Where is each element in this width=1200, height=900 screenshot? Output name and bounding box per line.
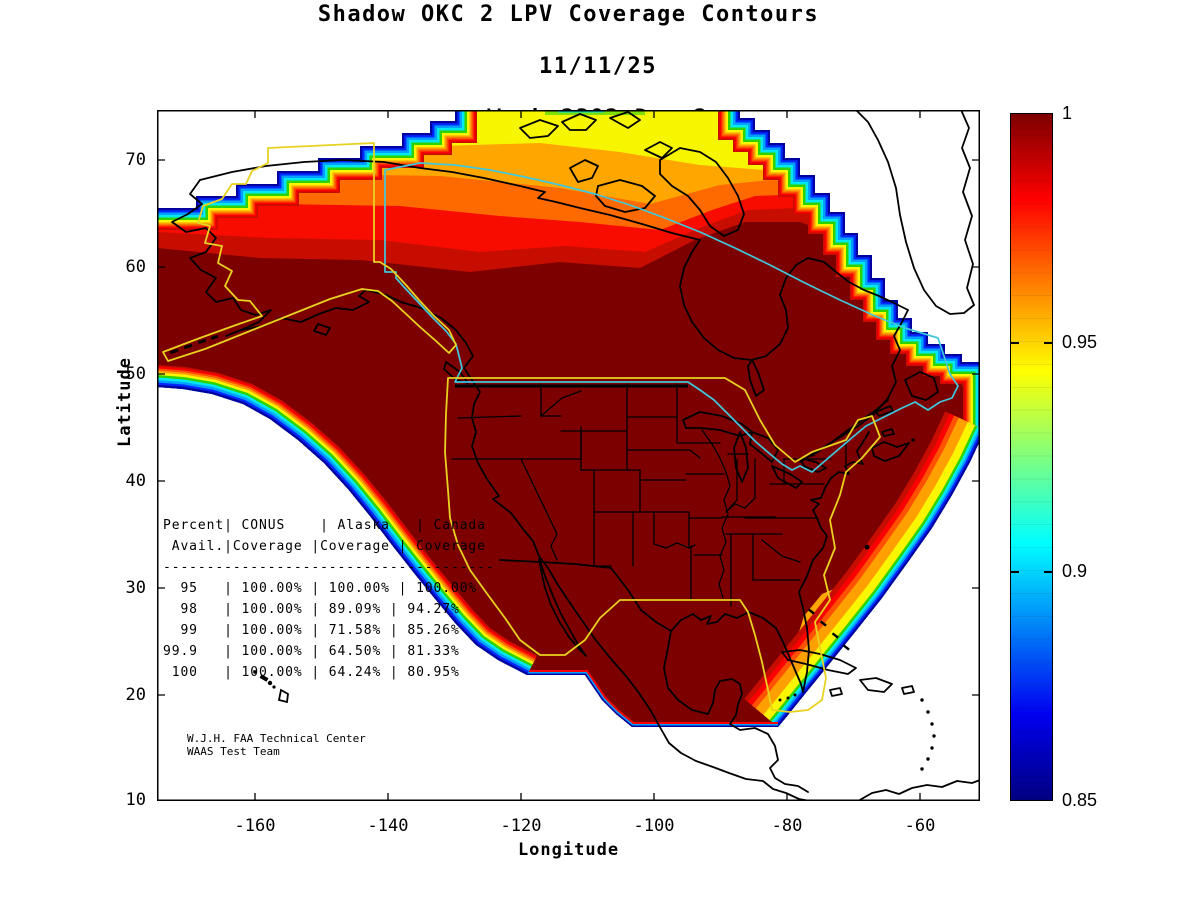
- y-tick-50: 50: [125, 364, 146, 384]
- coverage-map: [157, 110, 980, 801]
- y-tick-70: 70: [125, 150, 146, 170]
- x-tick--100: -100: [633, 816, 675, 836]
- hawaii-big-island: [277, 688, 289, 704]
- axis-ticks: [157, 110, 980, 801]
- conus-boundary: [444, 377, 881, 713]
- plot-title: Shadow OKC 2 LPV Coverage Contours: [317, 2, 820, 27]
- small-islands: [169, 334, 936, 771]
- plot-date: 11/11/25: [539, 54, 657, 79]
- x-tick--160: -160: [234, 816, 276, 836]
- plot-frame: [157, 110, 980, 801]
- alaska-boundary: [162, 142, 457, 362]
- state-borders: [451, 383, 847, 607]
- credit-text: W.J.H. FAA Technical Center WAAS Test Te…: [187, 732, 366, 758]
- x-tick--140: -140: [367, 816, 409, 836]
- coverage-table: Percent| CONUS | Alaska | Canada Avail.|…: [163, 518, 495, 680]
- colorbar-tickmark-09-right: [1044, 571, 1052, 573]
- y-tick-30: 30: [125, 578, 146, 598]
- colorbar-label-09: 0.9: [1062, 561, 1088, 581]
- coastlines: [171, 110, 980, 801]
- y-tick-20: 20: [125, 685, 146, 705]
- y-axis-label: Latitude: [115, 357, 135, 447]
- colorbar-tickmark-09-left: [1011, 571, 1019, 573]
- x-axis-label: Longitude: [517, 840, 620, 860]
- colorbar: [1010, 113, 1053, 801]
- x-tick--60: -60: [904, 816, 936, 836]
- colorbar-label-085: 0.85: [1062, 790, 1098, 810]
- colorbar-tickmark-095-left: [1011, 342, 1019, 344]
- y-tick-60: 60: [125, 257, 146, 277]
- colorbar-label-095: 0.95: [1062, 332, 1098, 352]
- colorbar-label-1: 1: [1062, 103, 1073, 123]
- x-tick--120: -120: [500, 816, 542, 836]
- canada-boundary: [384, 162, 959, 473]
- y-tick-40: 40: [125, 471, 146, 491]
- colorbar-tickmark-095-right: [1044, 342, 1052, 344]
- y-tick-10: 10: [125, 790, 146, 810]
- x-tick--80: -80: [771, 816, 803, 836]
